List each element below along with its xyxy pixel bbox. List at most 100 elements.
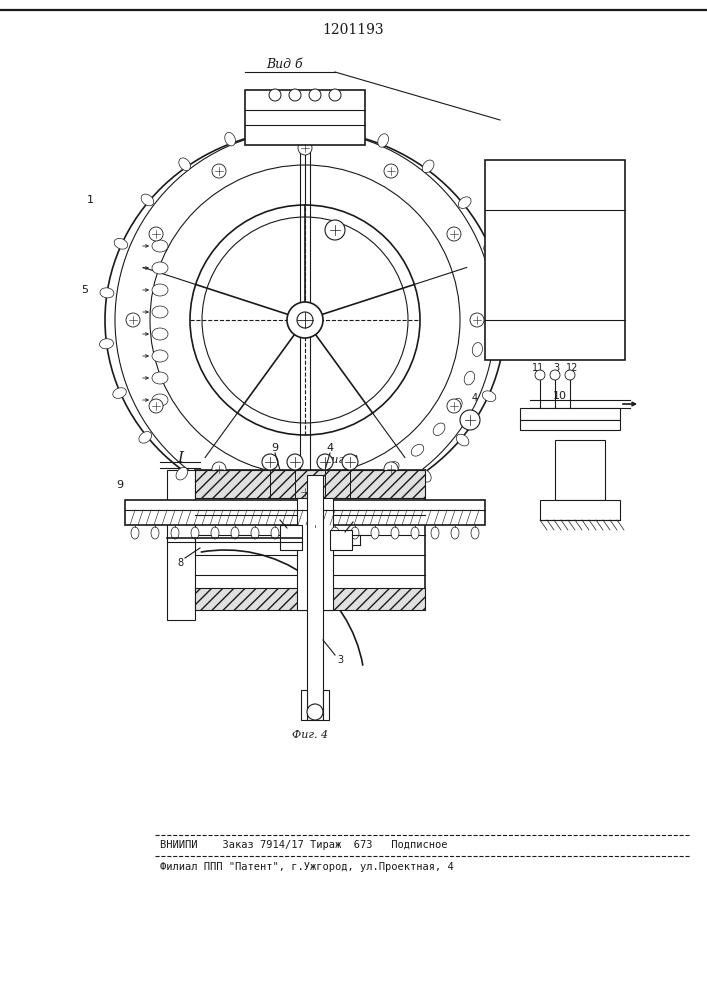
Text: 1201193: 1201193 [322,23,384,37]
Circle shape [565,370,575,380]
Text: 9: 9 [271,443,279,453]
Ellipse shape [386,462,399,473]
Circle shape [342,454,358,470]
Circle shape [325,220,345,240]
Circle shape [460,410,480,430]
Circle shape [262,454,278,470]
Ellipse shape [331,527,339,539]
Bar [245,90,365,145]
Ellipse shape [231,527,239,539]
Ellipse shape [152,306,168,318]
Ellipse shape [458,197,471,208]
Ellipse shape [211,527,219,539]
Ellipse shape [100,339,113,349]
Ellipse shape [325,507,334,521]
Text: Фиг. 3: Фиг. 3 [322,455,358,465]
Ellipse shape [471,527,479,539]
Bar [167,470,195,620]
Ellipse shape [152,350,168,362]
Ellipse shape [391,527,399,539]
Ellipse shape [291,527,299,539]
Ellipse shape [152,328,168,340]
Ellipse shape [422,160,434,173]
Ellipse shape [272,506,282,520]
Circle shape [297,312,313,328]
Circle shape [329,89,341,101]
Ellipse shape [179,158,190,171]
Ellipse shape [152,240,168,252]
Ellipse shape [151,527,159,539]
Ellipse shape [482,391,496,402]
Text: 5: 5 [81,285,88,295]
Circle shape [317,454,333,470]
Ellipse shape [375,494,385,508]
Ellipse shape [464,371,474,385]
Circle shape [298,141,312,155]
Circle shape [447,227,461,241]
Ellipse shape [100,288,114,298]
Ellipse shape [141,194,153,206]
Text: 9: 9 [117,480,124,490]
Ellipse shape [171,527,179,539]
Ellipse shape [496,291,510,301]
Ellipse shape [484,242,497,252]
Text: 3: 3 [553,363,559,373]
Ellipse shape [419,469,431,482]
Circle shape [149,399,163,413]
Circle shape [212,462,226,476]
Circle shape [298,485,312,499]
Text: 4: 4 [327,443,334,453]
Wedge shape [115,130,495,510]
Ellipse shape [328,120,338,134]
Bar [323,690,329,720]
Circle shape [126,313,140,327]
Text: 4: 4 [472,393,478,403]
Ellipse shape [152,262,168,274]
Bar [485,160,625,360]
Ellipse shape [225,132,235,146]
Circle shape [470,313,484,327]
Ellipse shape [139,432,151,443]
Ellipse shape [456,434,469,446]
Ellipse shape [113,388,127,398]
Text: 12: 12 [351,515,363,525]
Bar [301,690,307,720]
Bar [195,470,425,610]
Text: 3: 3 [337,655,343,665]
Ellipse shape [251,527,259,539]
Circle shape [287,454,303,470]
Text: 11: 11 [532,363,544,373]
Circle shape [307,704,323,720]
Text: Филиал ППП "Патент", г.Ужгород, ул.Проектная, 4: Филиал ППП "Патент", г.Ужгород, ул.Проек… [160,862,454,872]
Circle shape [384,462,398,476]
Bar [330,530,352,550]
Circle shape [190,205,420,435]
Text: 11: 11 [269,510,281,520]
Ellipse shape [451,398,462,412]
Circle shape [269,89,281,101]
Bar [540,500,620,520]
Circle shape [289,89,301,101]
Bar [307,475,323,720]
Text: I: I [177,451,183,465]
Bar [280,525,302,550]
Circle shape [447,399,461,413]
Ellipse shape [433,423,445,436]
Ellipse shape [176,467,187,480]
Bar [520,420,620,430]
Bar [195,470,425,498]
Ellipse shape [351,527,359,539]
Ellipse shape [221,493,232,506]
Ellipse shape [358,474,372,485]
Ellipse shape [191,527,199,539]
Bar [195,588,425,610]
Text: ВНИИПИ    Заказ 7914/17 Тираж  673   Подписное: ВНИИПИ Заказ 7914/17 Тираж 673 Подписное [160,840,448,850]
Text: 12: 12 [566,363,578,373]
Ellipse shape [451,527,459,539]
Ellipse shape [496,342,510,352]
Ellipse shape [276,119,286,133]
Bar [555,440,605,500]
Text: Фиг. 4: Фиг. 4 [292,730,328,740]
Circle shape [309,89,321,101]
Circle shape [287,302,323,338]
